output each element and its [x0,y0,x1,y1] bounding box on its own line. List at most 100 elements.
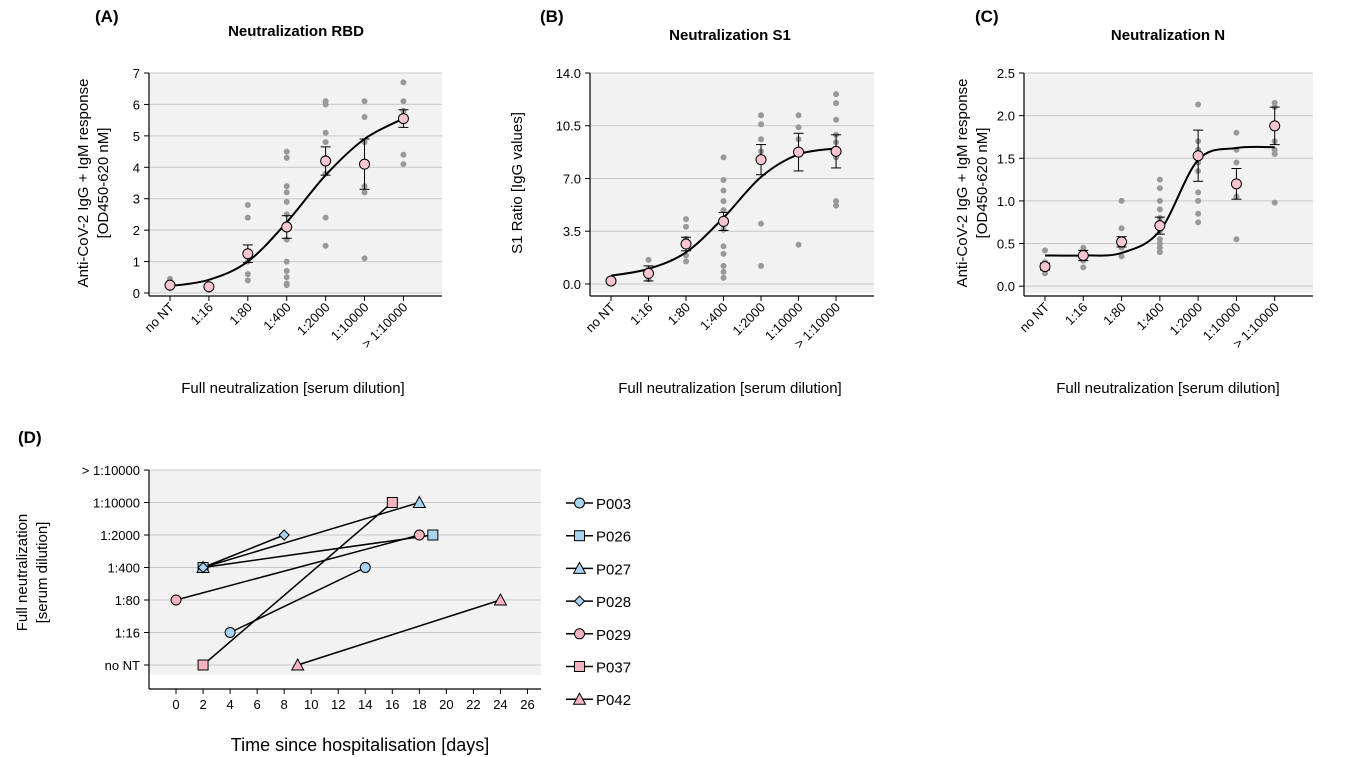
plot-area [149,73,442,293]
data-point [1118,253,1125,260]
data-point [322,242,329,249]
square-marker [574,530,585,542]
data-point [645,256,652,263]
data-point [720,250,727,257]
y-tick-label: 1:16 [115,626,140,641]
data-point [720,207,727,214]
y-tick-label: 0.0 [997,279,1015,294]
circle-marker [170,594,182,606]
data-point [795,112,802,119]
data-point [683,216,690,223]
plot-area [1024,73,1313,293]
data-point [400,98,407,105]
series-line-p028 [202,534,285,569]
panel-c: 0.00.51.01.52.02.5no NT 1:16 1:80 1:400 1:20… [954,7,1313,397]
data-point [361,114,368,120]
data-point [1156,240,1163,247]
data-point [244,277,251,284]
legend-label: P042 [596,692,631,709]
plot-area [149,470,541,675]
square-marker [197,659,209,671]
data-point [361,255,368,262]
data-point [833,202,840,209]
series-line-p026 [202,534,433,569]
mean-marker [242,248,254,260]
legend-label: P026 [596,529,631,546]
data-point [400,161,407,168]
x-tick-label: 8 [281,697,288,712]
data-point [720,243,727,250]
x-tick-label: 1:400 [697,300,731,334]
data-point [1042,270,1048,277]
data-point [1118,197,1125,204]
data-point [322,129,329,136]
data-point [244,214,251,221]
data-point [1271,99,1278,106]
mean-marker [320,155,332,167]
data-point [795,124,802,131]
data-point [1156,185,1163,192]
mean-marker [830,145,842,157]
data-point [1156,236,1163,243]
y-axis-label: S1 Ratio [IgG values] [509,112,526,254]
mean-marker [1192,150,1204,162]
x-tick-label: 26 [520,697,534,712]
data-point [720,262,727,269]
x-tick-label: 10 [304,697,318,712]
mean-marker [1039,261,1051,273]
data-point [322,101,329,108]
panel-letter: (C) [975,7,999,26]
x-tick-label: 16 [385,697,399,712]
legend-label: P003 [596,496,631,513]
data-point [833,198,840,205]
diamond-marker [197,561,209,574]
data-point [720,154,727,161]
data-point [1233,236,1240,243]
legend-label: P029 [596,627,631,644]
data-point [758,262,765,269]
circle-marker [359,562,371,573]
data-point [683,258,690,265]
data-point [758,121,765,128]
y-tick-label: > 1:10000 [82,463,140,478]
y-tick-label: 1.5 [997,151,1015,166]
mean-marker [1077,249,1089,261]
mean-marker [397,113,409,125]
mean-marker [605,275,617,287]
data-point [322,214,329,221]
data-point [283,154,290,161]
y-axis-label-line2: [serum dilution] [34,522,51,624]
y-tick-label: 3 [133,192,140,207]
y-axis-label: Anti-CoV-2 IgG + IgM response [954,79,971,288]
y-tick-label: 6 [133,97,140,112]
data-point [758,220,765,227]
y-tick-label: 1 [133,255,140,270]
x-tick-label: 20 [439,697,453,712]
data-point [833,116,840,123]
x-tick-label: 1:400 [260,300,294,334]
data-point [720,187,727,194]
data-point [283,183,290,190]
mean-marker [281,221,293,233]
data-point [833,100,840,107]
mean-marker [1116,236,1128,248]
mean-marker [359,158,371,170]
panel-letter: (B) [540,7,564,26]
data-point [322,139,329,146]
panel-letter: (D) [18,428,42,447]
x-tick-label: 1:16 [188,300,217,329]
data-point [758,112,765,119]
legend-label: P027 [596,561,631,578]
data-point [1195,101,1202,108]
x-tick-label: no NT [141,299,177,335]
x-tick-label: 1:16 [1062,300,1091,329]
x-tick-label: 4 [226,697,233,712]
y-tick-label: 0 [133,286,140,301]
x-tick-label: 6 [254,697,261,712]
y-tick-label: 7.0 [563,171,581,186]
circle-marker [574,628,585,640]
square-marker [574,661,585,672]
chart-title: Neutralization RBD [228,23,364,40]
circle-marker [224,627,236,638]
